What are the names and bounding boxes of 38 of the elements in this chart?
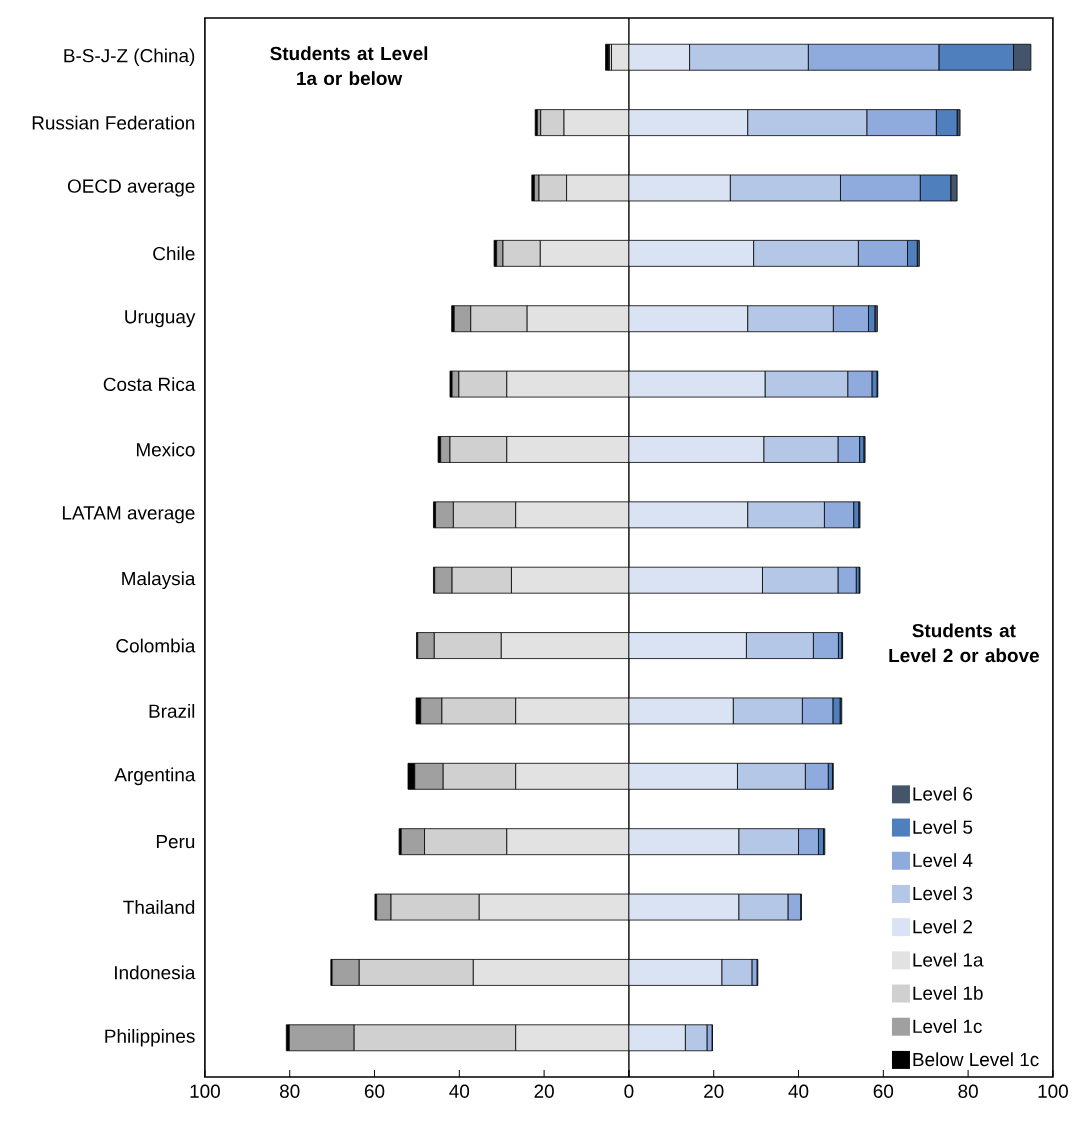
x-tick-label: 0 — [624, 1084, 634, 1098]
legend-label: Level 6 — [913, 786, 973, 801]
x-tick-label: 100 — [190, 1084, 220, 1098]
y-tick-label: Russian Federation — [32, 115, 195, 130]
x-tick-label: 20 — [704, 1084, 724, 1098]
legend-label: Level 4 — [913, 853, 973, 868]
annotation: Students at Level 1a or below — [270, 46, 428, 86]
annotation: Students at Level 2 or above — [889, 623, 1039, 663]
x-tick-label: 40 — [788, 1084, 809, 1098]
legend-label: Level 3 — [913, 886, 973, 901]
y-tick-label: LATAM average — [63, 506, 195, 524]
x-tick-label: 60 — [873, 1084, 894, 1098]
y-tick-label: Brazil — [149, 703, 195, 718]
y-tick-label: Costa Rica — [103, 377, 196, 392]
y-tick-label: OECD average — [67, 179, 195, 197]
x-tick-label: 40 — [449, 1084, 470, 1098]
y-tick-label: Malaysia — [122, 571, 196, 590]
y-tick-label: Colombia — [116, 638, 196, 653]
legend-label: Level 1a — [913, 952, 984, 967]
y-tick-label: Mexico — [137, 442, 195, 457]
y-tick-label: Argentina — [114, 767, 196, 786]
x-tick-label: 80 — [280, 1084, 300, 1098]
y-tick-label: Thailand — [123, 900, 195, 914]
y-tick-label: Philippines — [105, 1028, 195, 1047]
y-tick-label: Uruguay — [125, 310, 196, 328]
legend-label: Level 2 — [913, 919, 973, 934]
y-tick-label: Indonesia — [115, 965, 196, 980]
x-tick-label: 100 — [1038, 1084, 1068, 1098]
legend-label: Level 5 — [913, 819, 973, 834]
y-tick-label: Chile — [153, 246, 195, 261]
legend-label: Below Level 1c — [913, 1052, 1039, 1067]
legend-label: Level 1c — [913, 1019, 982, 1034]
y-tick-label: Peru — [157, 835, 195, 849]
x-tick-label: 80 — [958, 1084, 978, 1098]
legend-label: Level 1b — [913, 985, 983, 1000]
x-tick-label: 20 — [534, 1084, 554, 1098]
y-tick-label: B-S-J-Z (China) — [64, 48, 195, 67]
x-tick-label: 60 — [364, 1084, 385, 1098]
